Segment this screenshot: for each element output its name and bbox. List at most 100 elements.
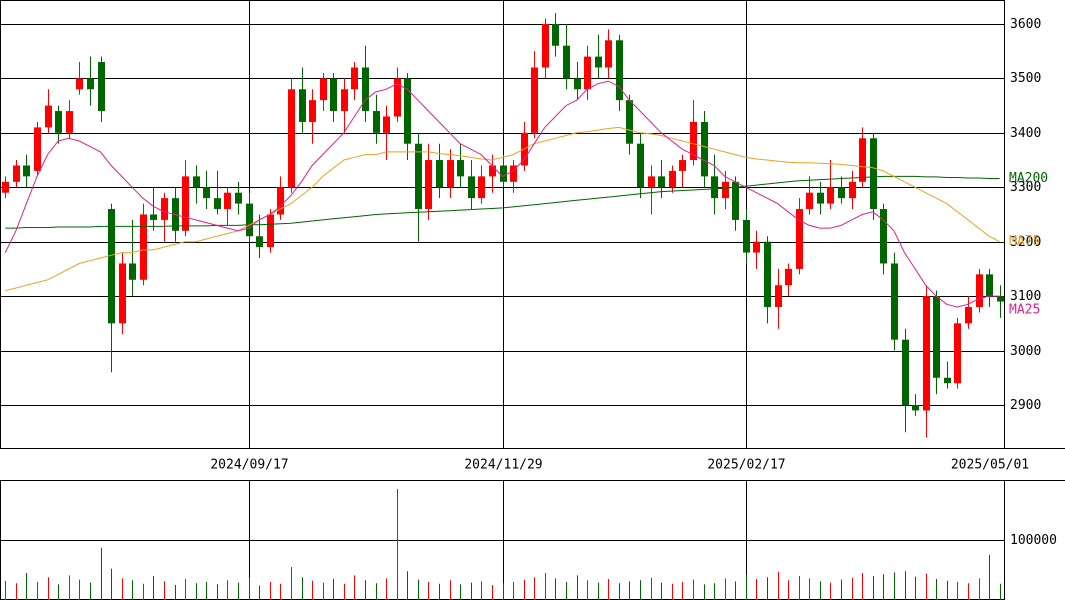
y-tick-label: 3400	[1010, 126, 1041, 141]
candle-body	[288, 89, 295, 188]
candle-body	[880, 209, 887, 264]
candle-body	[478, 176, 485, 199]
candle-body	[531, 67, 538, 133]
candle-body	[912, 404, 919, 411]
candle-body	[341, 89, 348, 112]
candle-body	[2, 181, 9, 193]
candle-body	[129, 263, 136, 280]
candle-body	[849, 181, 856, 199]
x-tick-label: 2024/11/29	[464, 458, 542, 473]
y-tick-label: 3200	[1010, 235, 1041, 250]
ma-line	[4, 80, 1000, 308]
candle-body	[246, 203, 253, 237]
candle-body	[732, 181, 739, 220]
candle-body	[299, 89, 306, 122]
candle-body	[320, 78, 327, 101]
x-tick-label: 2024/09/17	[210, 458, 288, 473]
candle-body	[330, 78, 337, 112]
volume-tick-label: 100000	[1010, 533, 1057, 548]
candle-body	[45, 105, 52, 128]
candle-body	[859, 138, 866, 182]
candle-body	[489, 165, 496, 177]
ma-label: MA200	[1009, 171, 1048, 186]
candle-body	[383, 116, 390, 133]
candle-body	[827, 187, 834, 204]
candle-body	[923, 296, 930, 411]
candle-body	[468, 176, 475, 199]
candle-body	[500, 165, 507, 182]
candle-body	[34, 127, 41, 171]
y-tick-label: 2900	[1010, 398, 1041, 413]
candle-body	[235, 192, 242, 204]
candle-body	[785, 268, 792, 286]
candle-body	[933, 296, 940, 378]
candle-body	[552, 23, 559, 46]
candle-body	[277, 187, 284, 215]
candle-body	[690, 121, 697, 161]
candle-body	[256, 236, 263, 248]
candle-body	[976, 274, 983, 308]
candle-body	[150, 214, 157, 220]
candle-body	[775, 285, 782, 308]
candle-body	[753, 241, 760, 253]
candle-body	[436, 160, 443, 188]
candle-body	[55, 111, 62, 133]
candle-body	[637, 143, 644, 188]
candle-body	[669, 170, 676, 188]
candle-body	[626, 100, 633, 144]
candle-body	[140, 214, 147, 280]
candle-body	[87, 78, 94, 90]
y-tick-label: 3300	[1010, 180, 1041, 195]
candle-body	[415, 143, 422, 210]
candle-body	[203, 187, 210, 199]
ma-line	[5, 175, 1000, 229]
candle-body	[701, 121, 708, 177]
candle-body	[182, 176, 189, 231]
candle-body	[997, 296, 1004, 302]
candle-body	[23, 165, 30, 177]
candle-body	[764, 241, 771, 308]
candle-body	[510, 165, 517, 182]
candle-body	[954, 323, 961, 384]
candle-body	[891, 263, 898, 340]
candle-body	[13, 165, 20, 182]
candle-body	[425, 160, 432, 210]
candle-body	[404, 78, 411, 144]
candle-body	[574, 78, 581, 90]
candle-body	[224, 192, 231, 210]
candle-body	[267, 214, 274, 248]
y-tick-label: 3000	[1010, 344, 1041, 359]
candle-body	[648, 176, 655, 188]
candle-body	[362, 67, 369, 112]
candle-body	[616, 40, 623, 101]
x-tick-label: 2025/05/01	[951, 458, 1029, 473]
x-tick-label: 2025/02/17	[707, 458, 785, 473]
ma-label: MA25	[1009, 303, 1040, 318]
y-tick-label: 3600	[1010, 17, 1041, 32]
candle-body	[711, 176, 718, 199]
candle-body	[584, 56, 591, 90]
ma-line	[5, 126, 1000, 292]
candle-body	[796, 209, 803, 269]
candle-body	[605, 40, 612, 68]
candle-body	[658, 176, 665, 188]
candle-body	[394, 78, 401, 117]
candle-body	[743, 219, 750, 253]
candle-body	[193, 176, 200, 188]
candle-body	[944, 377, 951, 384]
y-tick-label: 3100	[1010, 289, 1041, 304]
candle-body	[309, 100, 316, 122]
price-panel-frame	[0, 0, 1005, 449]
candle-body	[66, 111, 73, 133]
candle-body	[806, 192, 813, 210]
candle-body	[595, 56, 602, 68]
candle-body	[679, 160, 686, 171]
candle-body	[965, 307, 972, 324]
candle-body	[108, 209, 115, 324]
candle-body	[722, 181, 729, 199]
candle-body	[870, 138, 877, 210]
candle-body	[447, 160, 454, 188]
candle-body	[817, 192, 824, 204]
candle-body	[373, 111, 380, 133]
